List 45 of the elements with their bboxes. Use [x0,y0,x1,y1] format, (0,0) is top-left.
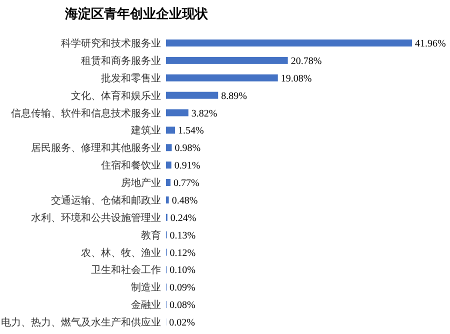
data-label: 3.82% [191,108,218,120]
data-label: 0.10% [170,265,196,276]
y-tick-label: 制造业 [131,282,161,294]
data-label: 20.78% [290,56,322,67]
y-tick-label: 金融业 [131,299,161,312]
bar [166,40,412,46]
bar [166,126,176,134]
bar [166,196,169,204]
data-label: 0.13% [170,230,196,242]
bar [166,144,172,152]
y-tick-label: 电力、热力、燃气及水生产和供应业 [1,316,161,328]
data-label: 0.91% [174,160,200,172]
data-label: 0.02% [169,318,195,328]
y-tick-label: 房地产业 [121,177,161,189]
y-tick-label: 居民服务、修理和其他服务业 [31,142,161,154]
y-tick-label: 信息传输、软件和信息技术服务业 [11,107,161,120]
data-label: 0.24% [170,212,196,224]
data-label: 19.08% [280,73,312,84]
y-tick-label: 水利、环境和公共设施管理业 [31,212,161,224]
y-tick-label: 教育 [141,229,161,242]
bar [166,179,171,186]
data-label: 1.54% [178,126,204,137]
y-tick-label: 建筑业 [130,124,161,137]
y-tick-label: 交通运输、仓储和邮政业 [51,194,161,206]
data-label: 0.12% [170,248,196,259]
bar [166,74,278,82]
data-label: 41.96% [415,38,446,50]
y-tick-label: 租赁和商务服务业 [81,54,161,67]
data-label: 0.08% [169,300,196,312]
data-label: 8.89% [221,90,247,102]
chart-title: 海淀区青年创业企业现状 [64,6,209,22]
bar [166,109,188,116]
y-tick-label: 批发和零售业 [101,72,161,84]
data-label: 0.09% [170,282,196,294]
y-tick-label: 文化、体育和娱乐业 [71,90,161,102]
y-tick-label: 科学研究和技术服务业 [61,38,161,50]
data-label: 0.98% [174,143,201,154]
y-tick-label: 卫生和社会工作 [91,264,161,276]
bar [166,92,218,99]
data-label: 0.77% [174,178,200,189]
data-label: 0.48% [172,195,198,206]
y-tick-label: 住宿和餐饮业 [101,160,161,172]
bar [166,56,288,64]
bar [166,162,172,169]
y-tick-label: 农、林、牧、渔业 [81,246,161,259]
